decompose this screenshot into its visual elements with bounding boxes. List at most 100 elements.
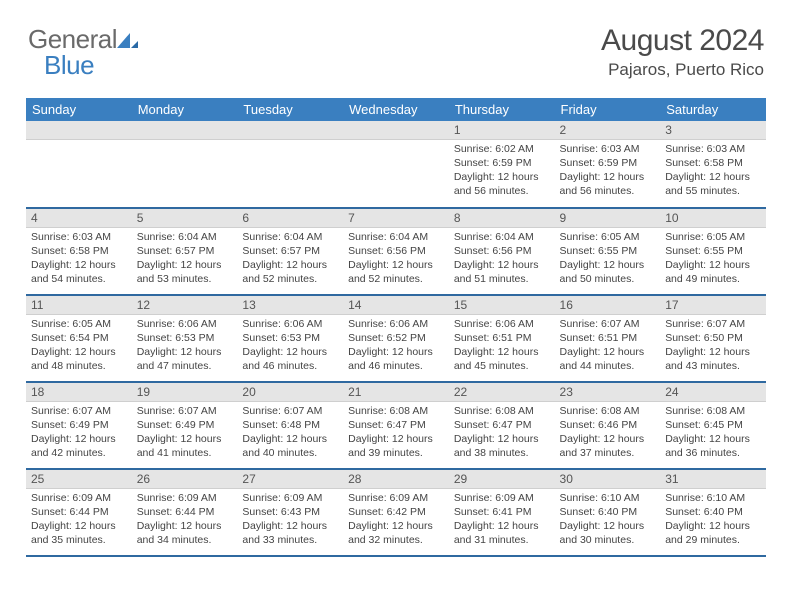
- calendar-day-cell: 17Sunrise: 6:07 AMSunset: 6:50 PMDayligh…: [660, 295, 766, 382]
- day-detail: Sunrise: 6:02 AMSunset: 6:59 PMDaylight:…: [449, 140, 555, 202]
- day-detail: Sunrise: 6:09 AMSunset: 6:41 PMDaylight:…: [449, 489, 555, 551]
- calendar-day-cell: 1Sunrise: 6:02 AMSunset: 6:59 PMDaylight…: [449, 121, 555, 208]
- calendar-day-cell: 26Sunrise: 6:09 AMSunset: 6:44 PMDayligh…: [132, 469, 238, 556]
- day-detail: Sunrise: 6:08 AMSunset: 6:47 PMDaylight:…: [449, 402, 555, 464]
- day-number: [343, 121, 449, 140]
- calendar-day-cell: [26, 121, 132, 208]
- day-number: 15: [449, 296, 555, 315]
- day-number: 13: [237, 296, 343, 315]
- day-detail: Sunrise: 6:06 AMSunset: 6:53 PMDaylight:…: [132, 315, 238, 377]
- day-detail: Sunrise: 6:06 AMSunset: 6:51 PMDaylight:…: [449, 315, 555, 377]
- calendar-head: SundayMondayTuesdayWednesdayThursdayFrid…: [26, 98, 766, 121]
- calendar-table: SundayMondayTuesdayWednesdayThursdayFrid…: [26, 98, 766, 557]
- title-block: August 2024 Pajaros, Puerto Rico: [601, 24, 764, 80]
- calendar-day-cell: 2Sunrise: 6:03 AMSunset: 6:59 PMDaylight…: [555, 121, 661, 208]
- day-number: 29: [449, 470, 555, 489]
- day-number: [237, 121, 343, 140]
- day-detail: Sunrise: 6:05 AMSunset: 6:54 PMDaylight:…: [26, 315, 132, 377]
- day-detail: Sunrise: 6:06 AMSunset: 6:53 PMDaylight:…: [237, 315, 343, 377]
- day-detail: Sunrise: 6:09 AMSunset: 6:43 PMDaylight:…: [237, 489, 343, 551]
- calendar-day-cell: 20Sunrise: 6:07 AMSunset: 6:48 PMDayligh…: [237, 382, 343, 469]
- day-detail: Sunrise: 6:05 AMSunset: 6:55 PMDaylight:…: [555, 228, 661, 290]
- day-number: 26: [132, 470, 238, 489]
- calendar-week-row: 18Sunrise: 6:07 AMSunset: 6:49 PMDayligh…: [26, 382, 766, 469]
- day-number: [26, 121, 132, 140]
- day-detail: Sunrise: 6:05 AMSunset: 6:55 PMDaylight:…: [660, 228, 766, 290]
- calendar-day-cell: 27Sunrise: 6:09 AMSunset: 6:43 PMDayligh…: [237, 469, 343, 556]
- day-number: 25: [26, 470, 132, 489]
- day-number: 17: [660, 296, 766, 315]
- location: Pajaros, Puerto Rico: [601, 60, 764, 80]
- day-detail: [26, 140, 132, 198]
- calendar-day-cell: 4Sunrise: 6:03 AMSunset: 6:58 PMDaylight…: [26, 208, 132, 295]
- day-number: 20: [237, 383, 343, 402]
- calendar-day-cell: 24Sunrise: 6:08 AMSunset: 6:45 PMDayligh…: [660, 382, 766, 469]
- calendar-week-row: 25Sunrise: 6:09 AMSunset: 6:44 PMDayligh…: [26, 469, 766, 556]
- day-number: 19: [132, 383, 238, 402]
- day-number: 31: [660, 470, 766, 489]
- calendar-day-cell: 23Sunrise: 6:08 AMSunset: 6:46 PMDayligh…: [555, 382, 661, 469]
- calendar-day-cell: 10Sunrise: 6:05 AMSunset: 6:55 PMDayligh…: [660, 208, 766, 295]
- calendar-day-cell: [132, 121, 238, 208]
- day-detail: Sunrise: 6:04 AMSunset: 6:57 PMDaylight:…: [237, 228, 343, 290]
- day-number: 3: [660, 121, 766, 140]
- day-detail: Sunrise: 6:04 AMSunset: 6:57 PMDaylight:…: [132, 228, 238, 290]
- month-title: August 2024: [601, 24, 764, 58]
- calendar-day-cell: 25Sunrise: 6:09 AMSunset: 6:44 PMDayligh…: [26, 469, 132, 556]
- day-number: 12: [132, 296, 238, 315]
- day-detail: Sunrise: 6:06 AMSunset: 6:52 PMDaylight:…: [343, 315, 449, 377]
- day-detail: Sunrise: 6:07 AMSunset: 6:49 PMDaylight:…: [132, 402, 238, 464]
- calendar-week-row: 11Sunrise: 6:05 AMSunset: 6:54 PMDayligh…: [26, 295, 766, 382]
- day-number: 1: [449, 121, 555, 140]
- calendar-day-cell: 8Sunrise: 6:04 AMSunset: 6:56 PMDaylight…: [449, 208, 555, 295]
- day-number: 9: [555, 209, 661, 228]
- day-detail: Sunrise: 6:09 AMSunset: 6:42 PMDaylight:…: [343, 489, 449, 551]
- calendar-week-row: 4Sunrise: 6:03 AMSunset: 6:58 PMDaylight…: [26, 208, 766, 295]
- day-number: 21: [343, 383, 449, 402]
- calendar-day-cell: 12Sunrise: 6:06 AMSunset: 6:53 PMDayligh…: [132, 295, 238, 382]
- day-number: [132, 121, 238, 140]
- day-detail: Sunrise: 6:07 AMSunset: 6:49 PMDaylight:…: [26, 402, 132, 464]
- calendar-day-cell: 3Sunrise: 6:03 AMSunset: 6:58 PMDaylight…: [660, 121, 766, 208]
- day-detail: [237, 140, 343, 198]
- logo-icon: [117, 31, 139, 49]
- day-number: 5: [132, 209, 238, 228]
- day-detail: Sunrise: 6:04 AMSunset: 6:56 PMDaylight:…: [343, 228, 449, 290]
- day-number: 11: [26, 296, 132, 315]
- calendar-day-cell: 29Sunrise: 6:09 AMSunset: 6:41 PMDayligh…: [449, 469, 555, 556]
- day-detail: Sunrise: 6:09 AMSunset: 6:44 PMDaylight:…: [132, 489, 238, 551]
- day-number: 23: [555, 383, 661, 402]
- calendar-day-cell: 21Sunrise: 6:08 AMSunset: 6:47 PMDayligh…: [343, 382, 449, 469]
- day-detail: [132, 140, 238, 198]
- day-number: 22: [449, 383, 555, 402]
- day-detail: Sunrise: 6:08 AMSunset: 6:47 PMDaylight:…: [343, 402, 449, 464]
- calendar-day-cell: 28Sunrise: 6:09 AMSunset: 6:42 PMDayligh…: [343, 469, 449, 556]
- day-number: 30: [555, 470, 661, 489]
- day-number: 14: [343, 296, 449, 315]
- calendar-day-cell: 22Sunrise: 6:08 AMSunset: 6:47 PMDayligh…: [449, 382, 555, 469]
- calendar-day-cell: 31Sunrise: 6:10 AMSunset: 6:40 PMDayligh…: [660, 469, 766, 556]
- day-detail: Sunrise: 6:03 AMSunset: 6:58 PMDaylight:…: [660, 140, 766, 202]
- day-detail: Sunrise: 6:07 AMSunset: 6:48 PMDaylight:…: [237, 402, 343, 464]
- day-header-cell: Friday: [555, 98, 661, 121]
- day-detail: Sunrise: 6:04 AMSunset: 6:56 PMDaylight:…: [449, 228, 555, 290]
- logo-text-blue-wrap: Blue: [44, 50, 94, 81]
- day-header-cell: Wednesday: [343, 98, 449, 121]
- calendar-day-cell: [237, 121, 343, 208]
- calendar-day-cell: 9Sunrise: 6:05 AMSunset: 6:55 PMDaylight…: [555, 208, 661, 295]
- day-detail: Sunrise: 6:07 AMSunset: 6:51 PMDaylight:…: [555, 315, 661, 377]
- day-header-row: SundayMondayTuesdayWednesdayThursdayFrid…: [26, 98, 766, 121]
- header: General Blue August 2024 Pajaros, Puerto…: [0, 0, 792, 90]
- day-header-cell: Tuesday: [237, 98, 343, 121]
- calendar-day-cell: 11Sunrise: 6:05 AMSunset: 6:54 PMDayligh…: [26, 295, 132, 382]
- day-detail: Sunrise: 6:08 AMSunset: 6:45 PMDaylight:…: [660, 402, 766, 464]
- day-number: 16: [555, 296, 661, 315]
- day-detail: Sunrise: 6:09 AMSunset: 6:44 PMDaylight:…: [26, 489, 132, 551]
- calendar-body: 1Sunrise: 6:02 AMSunset: 6:59 PMDaylight…: [26, 121, 766, 556]
- day-header-cell: Monday: [132, 98, 238, 121]
- calendar-day-cell: 13Sunrise: 6:06 AMSunset: 6:53 PMDayligh…: [237, 295, 343, 382]
- day-header-cell: Sunday: [26, 98, 132, 121]
- day-number: 18: [26, 383, 132, 402]
- calendar-day-cell: 16Sunrise: 6:07 AMSunset: 6:51 PMDayligh…: [555, 295, 661, 382]
- day-header-cell: Thursday: [449, 98, 555, 121]
